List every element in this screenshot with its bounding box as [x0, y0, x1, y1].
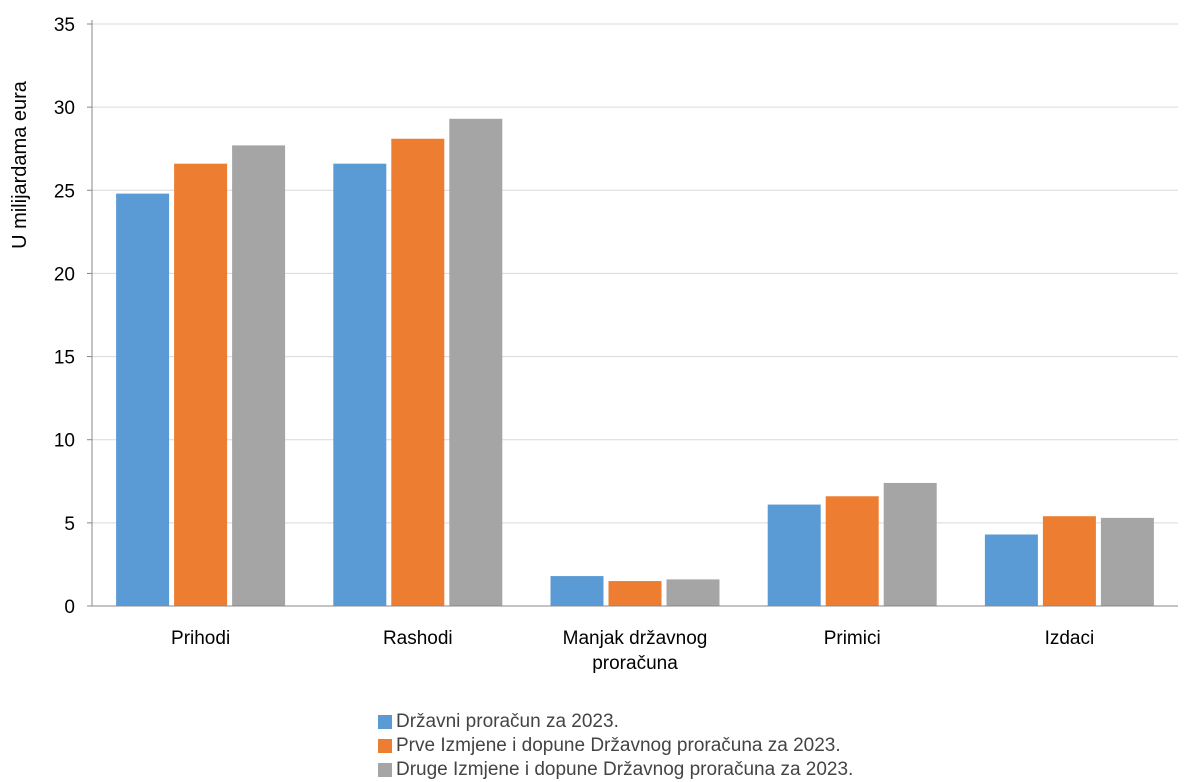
x-category-label: Prihodi: [171, 628, 230, 649]
bar: [825, 496, 879, 606]
y-tick-label: 0: [64, 597, 75, 618]
bar: [333, 163, 387, 606]
bar: [174, 163, 228, 606]
bar: [666, 579, 720, 606]
legend-label: Druge Izmjene i dopune Državnog proračun…: [396, 759, 854, 780]
y-tick-label: 10: [54, 431, 75, 452]
legend-item: Državni proračun za 2023.: [378, 710, 1078, 734]
y-tick-label: 15: [54, 348, 75, 369]
x-category-label: Manjak državnog: [563, 628, 708, 649]
legend-swatch: [378, 763, 392, 777]
bar: [767, 504, 821, 606]
bar: [608, 581, 662, 606]
y-tick-label: 35: [54, 15, 75, 36]
legend-swatch: [378, 715, 392, 729]
legend-label: Državni proračun za 2023.: [396, 711, 619, 732]
legend-item: Prve Izmjene i dopune Državnog proračuna…: [378, 734, 1078, 758]
bars: [116, 118, 1154, 607]
y-axis-ticks: 0 5 10 15 20 25 30 35: [54, 15, 92, 618]
y-tick-label: 25: [54, 181, 75, 202]
bar: [984, 534, 1038, 606]
bar: [391, 138, 445, 607]
bar: [550, 576, 604, 606]
legend-swatch: [378, 739, 392, 753]
legend-item: Druge Izmjene i dopune Državnog proračun…: [378, 758, 1078, 782]
x-axis-categories: Prihodi Rashodi Manjak državnog proračuna Pr…: [171, 628, 1094, 674]
legend: Državni proračun za 2023. Prve Izmjene i …: [378, 710, 1078, 782]
x-category-label: proračuna: [592, 653, 678, 674]
bar-chart: 0 5 10 15 20 25 30 35 Prihodi Rashodi Manjak drža…: [9, 15, 1178, 674]
bar: [883, 482, 937, 606]
x-category-label: Izdaci: [1045, 628, 1095, 649]
bar: [1042, 516, 1096, 606]
bar: [116, 193, 170, 606]
legend-label: Prve Izmjene i dopune Državnog proračuna…: [396, 735, 841, 756]
x-category-label: Rashodi: [383, 628, 453, 649]
x-category-label: Primici: [824, 628, 881, 649]
bar: [1100, 517, 1154, 606]
y-tick-label: 30: [54, 98, 75, 119]
y-axis-title: U milijardama eura: [9, 80, 31, 249]
bar: [232, 145, 286, 607]
y-tick-label: 20: [54, 264, 75, 285]
y-tick-label: 5: [64, 514, 75, 535]
bar: [449, 118, 503, 606]
